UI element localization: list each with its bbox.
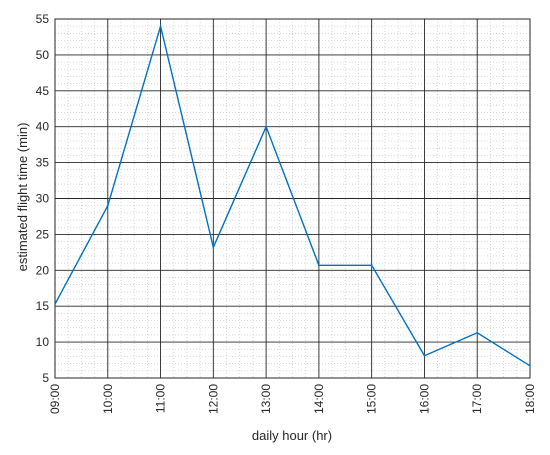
data-point bbox=[476, 331, 479, 334]
data-point bbox=[529, 364, 531, 367]
y-axis-label: estimated flight time (min) bbox=[15, 123, 30, 272]
x-tick-label: 17:00 bbox=[470, 384, 484, 414]
y-tick-label: 35 bbox=[36, 156, 50, 170]
tick-labels: 09:00 10:00 11:00 12:00 13:00 14:00 15:00 16:00… bbox=[36, 12, 537, 414]
data-point bbox=[318, 264, 320, 267]
series-line bbox=[54, 23, 531, 367]
data-point bbox=[159, 25, 162, 27]
y-tick-label: 25 bbox=[36, 227, 50, 241]
data-point bbox=[265, 125, 267, 128]
y-tick-label: 15 bbox=[36, 299, 50, 313]
series-layer bbox=[54, 23, 531, 367]
x-axis-label: daily hour (hr) bbox=[252, 428, 332, 443]
y-tick-label: 45 bbox=[36, 84, 50, 98]
x-tick-label: 18:00 bbox=[523, 384, 537, 414]
data-point bbox=[212, 246, 215, 249]
y-tick-label: 20 bbox=[36, 263, 50, 277]
data-point bbox=[106, 204, 109, 207]
y-tick-label: 50 bbox=[36, 48, 50, 62]
x-tick-label: 15:00 bbox=[365, 384, 379, 414]
major-grid bbox=[54, 18, 531, 379]
x-tick-label: 11:00 bbox=[154, 384, 168, 413]
minor-grid bbox=[55, 19, 530, 378]
x-tick-label: 13:00 bbox=[259, 384, 273, 414]
data-point bbox=[54, 303, 56, 305]
x-tick-label: 09:00 bbox=[48, 384, 62, 414]
y-tick-label: 10 bbox=[36, 335, 50, 349]
y-tick-label: 40 bbox=[36, 120, 50, 134]
y-tick-label: 30 bbox=[36, 192, 50, 206]
x-tick-label: 14:00 bbox=[312, 384, 326, 414]
data-point bbox=[370, 264, 373, 267]
x-tick-label: 10:00 bbox=[101, 384, 115, 414]
y-tick-label: 55 bbox=[36, 12, 50, 26]
data-point bbox=[423, 354, 426, 357]
x-tick-label: 16:00 bbox=[417, 384, 431, 414]
plot-frame bbox=[54, 18, 531, 379]
x-tick-label: 12:00 bbox=[206, 384, 220, 414]
y-tick-label: 5 bbox=[42, 371, 49, 385]
